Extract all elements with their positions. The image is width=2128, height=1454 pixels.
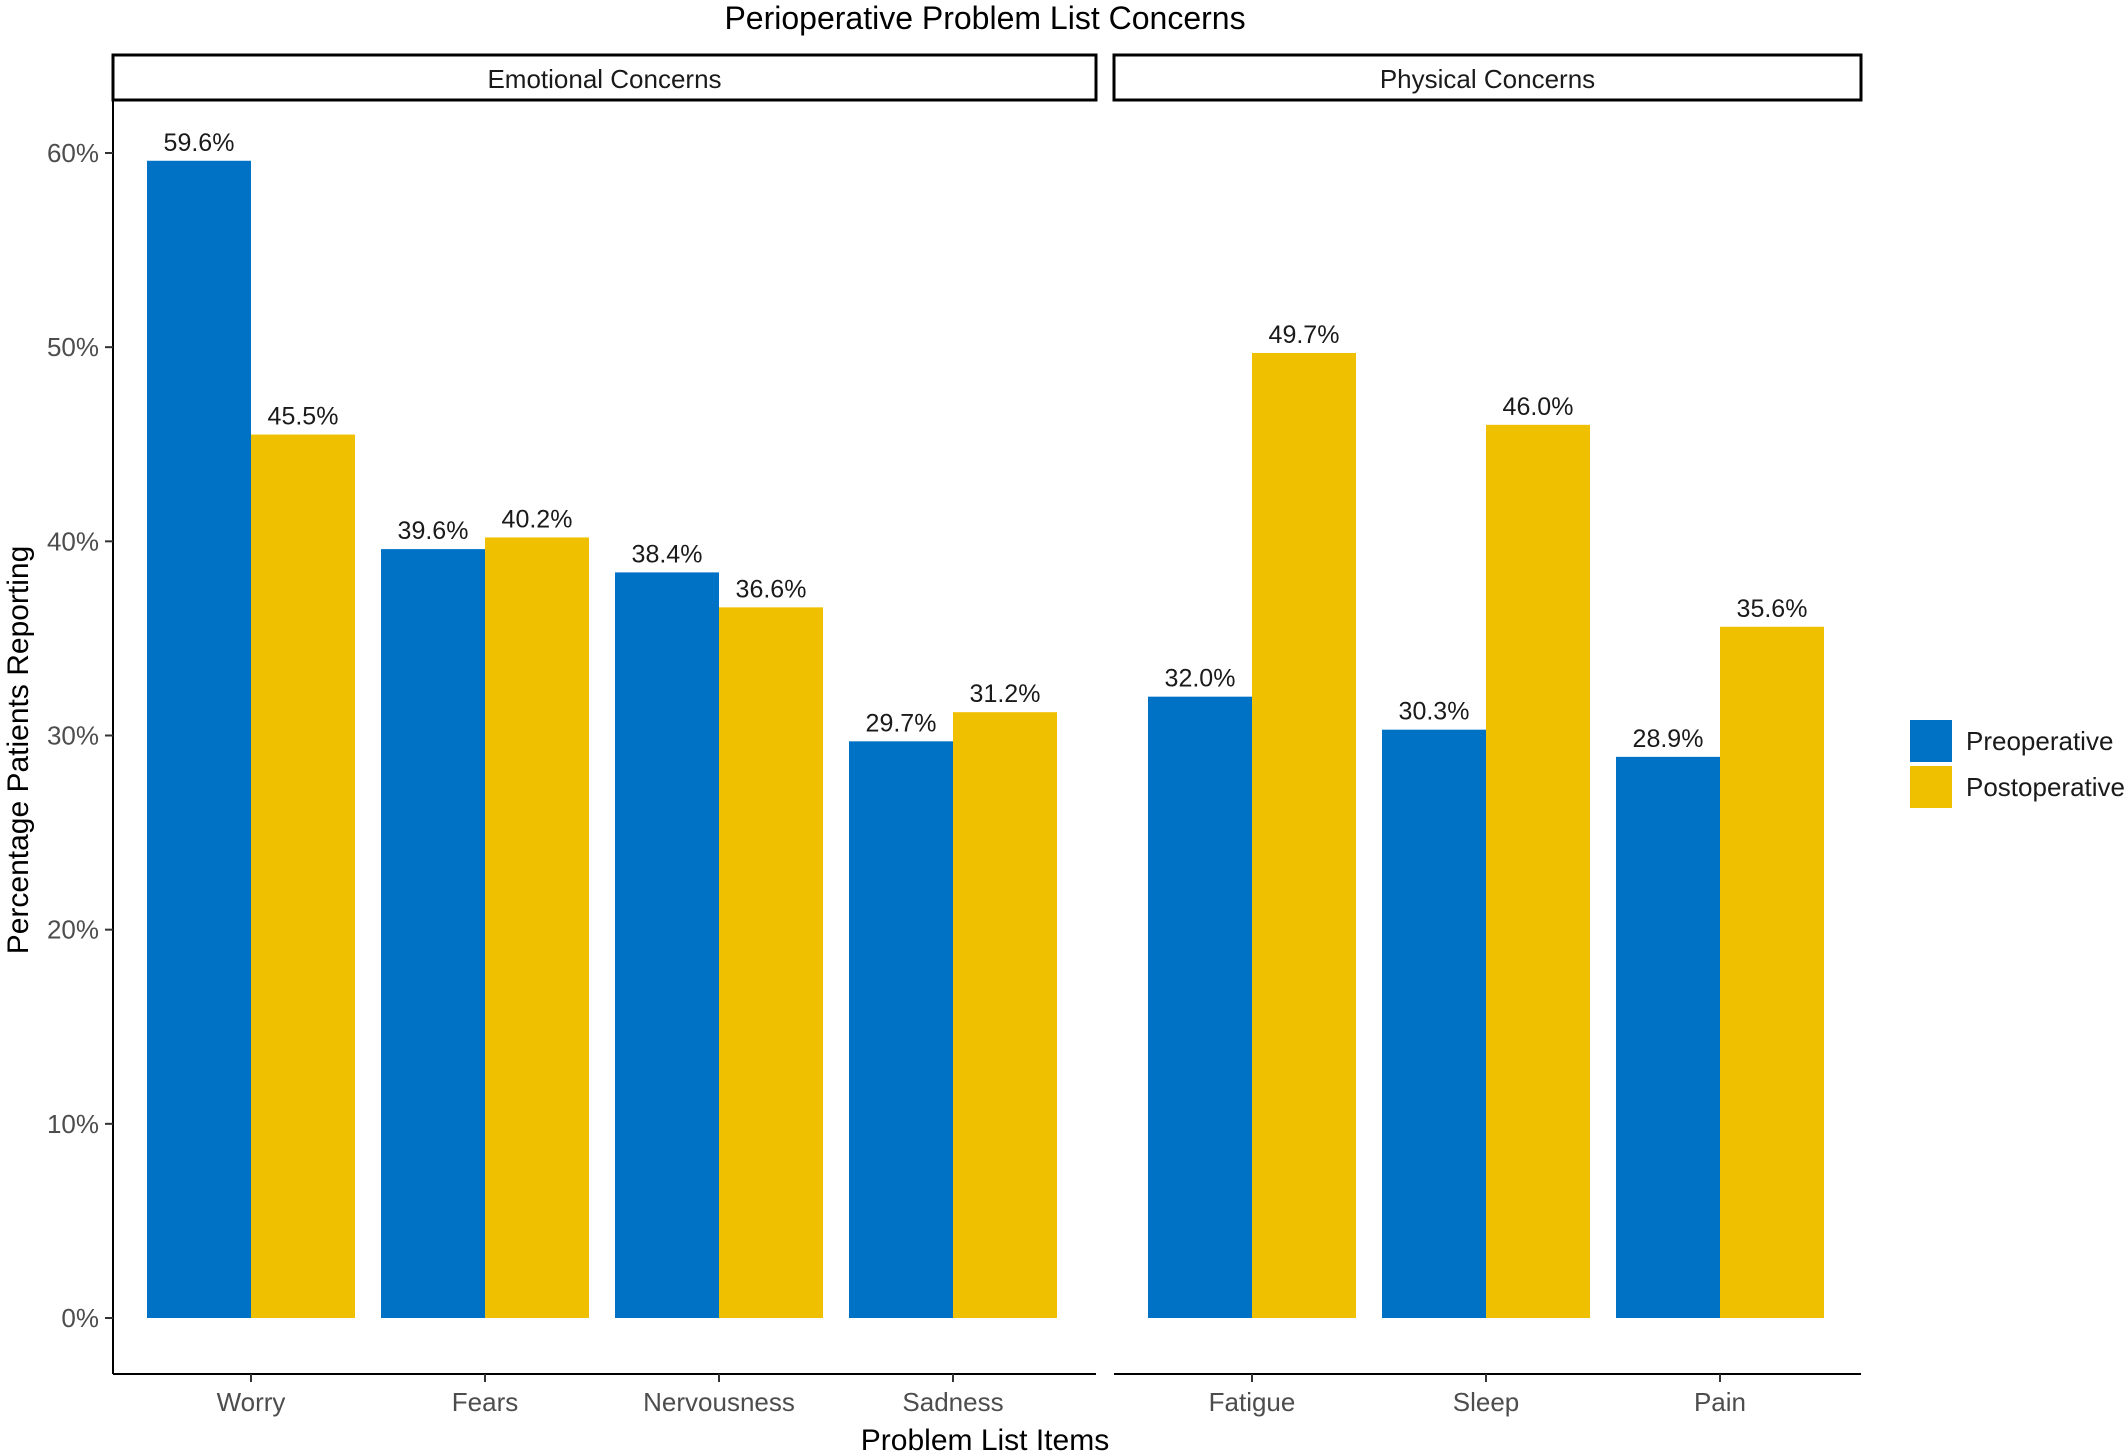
y-tick-label: 20% [47,915,99,945]
y-tick-label: 60% [47,138,99,168]
legend-key-postoperative [1910,766,1952,808]
legend-label-postoperative: Postoperative [1966,772,2125,802]
data-label: 46.0% [1503,393,1574,421]
y-tick-label: 30% [47,721,99,751]
strip-label: Physical Concerns [1380,64,1595,94]
data-label: 59.6% [164,129,235,157]
x-axis-title: Problem List Items [861,1424,1109,1454]
y-tick-label: 0% [61,1303,99,1333]
x-tick-label: Sadness [902,1387,1003,1417]
data-label: 49.7% [1269,321,1340,349]
x-tick-label: Fatigue [1209,1387,1296,1417]
data-label: 38.4% [632,540,703,568]
strip-label: Emotional Concerns [487,64,721,94]
legend: Preoperative Postoperative [1910,720,2125,808]
bar-worry-preoperative [147,160,251,1319]
legend-label-preoperative: Preoperative [1966,726,2113,756]
bar-fatigue-preoperative [1148,696,1252,1318]
chart-title: Perioperative Problem List Concerns [724,0,1245,36]
panel-1: Emotional Concerns 0% 10% 20% 30% 40% 50% 60% 59… [47,53,1098,1417]
bar-nervousness-postoperative [719,607,823,1318]
bar-sleep-postoperative [1486,424,1590,1318]
bar-fatigue-postoperative [1252,352,1356,1318]
data-label: 45.5% [268,403,339,431]
x-tick-label: Worry [217,1387,286,1417]
x-tick-label: Sleep [1453,1387,1520,1417]
y-tick-label: 10% [47,1109,99,1139]
data-label: 32.0% [1165,665,1236,693]
bar-fears-postoperative [485,537,589,1318]
bar-sadness-preoperative [849,741,953,1318]
bar-fears-preoperative [381,549,485,1318]
chart-panels: Emotional Concerns 0% 10% 20% 30% 40% 50% 60% 59… [47,53,1863,1417]
data-label: 29.7% [866,709,937,737]
data-label: 31.2% [970,680,1041,708]
x-tick-label: Fears [452,1387,518,1417]
bar-sleep-preoperative [1382,729,1486,1318]
bar-worry-postoperative [251,434,355,1319]
x-tick-label: Nervousness [643,1387,795,1417]
data-label: 40.2% [502,505,573,533]
strip-box [111,53,1098,102]
data-label: 28.9% [1633,725,1704,753]
y-tick-label: 40% [47,526,99,556]
bar-nervousness-preoperative [615,572,719,1318]
bar-pain-preoperative [1616,756,1720,1318]
y-axis-title: Percentage Patients Reporting [2,546,35,955]
data-label: 36.6% [736,575,807,603]
bar-sadness-postoperative [953,712,1057,1318]
strip-box [1112,53,1863,102]
y-tick-label: 50% [47,332,99,362]
data-label: 35.6% [1737,595,1808,623]
x-tick-label: Pain [1694,1387,1746,1417]
legend-key-preoperative [1910,720,1952,762]
data-label: 39.6% [398,517,469,545]
data-label: 30.3% [1399,698,1470,726]
bar-pain-postoperative [1720,626,1824,1318]
panel-2: Physical Concerns 32.0% 49.7% Fatigue 30.3% 4… [1112,53,1863,1417]
